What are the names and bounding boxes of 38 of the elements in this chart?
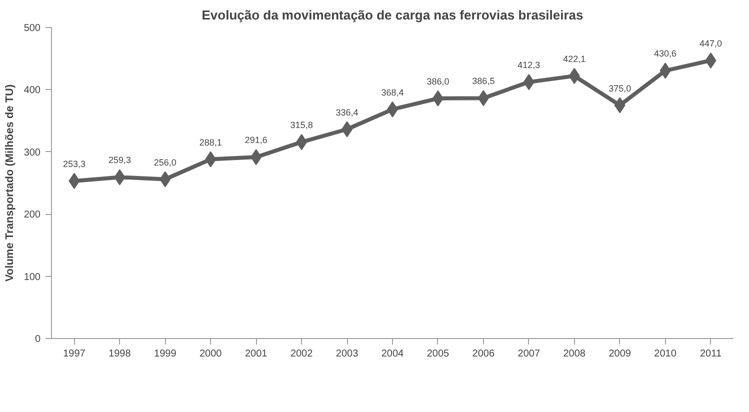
y-tick-label: 300 <box>24 147 41 158</box>
data-label: 412,3 <box>518 60 540 70</box>
x-tick-label: 2008 <box>563 348 586 360</box>
x-tick-label: 2001 <box>244 348 268 360</box>
x-tick-label: 2011 <box>700 348 722 360</box>
x-tick-label: 2010 <box>654 348 677 360</box>
data-label: 336,4 <box>336 107 358 118</box>
y-axis-title: Volume Transportado (Milhões de TU) <box>4 84 16 282</box>
data-label: 447,0 <box>700 38 722 48</box>
x-tick-label: 2004 <box>381 348 404 360</box>
x-tick-label: 2005 <box>426 348 450 360</box>
x-tick-label: 1997 <box>63 348 86 360</box>
data-label: 386,5 <box>472 76 495 86</box>
x-tick-label: 2009 <box>608 348 632 360</box>
data-label: 253,3 <box>62 158 86 169</box>
y-tick-label: 200 <box>24 210 41 221</box>
data-label: 288,1 <box>199 137 222 148</box>
x-tick-label: 2002 <box>290 348 314 360</box>
y-tick-label: 100 <box>24 272 41 283</box>
data-label: 422,1 <box>563 54 586 64</box>
data-label: 259,3 <box>108 155 131 166</box>
x-tick-label: 1998 <box>108 348 132 360</box>
data-label: 375,0 <box>608 83 632 94</box>
y-tick-label: 0 <box>34 334 41 345</box>
data-label: 315,8 <box>290 120 313 130</box>
x-tick-label: 1999 <box>154 348 177 360</box>
y-tick-label: 500 <box>24 23 41 34</box>
data-label: 430,6 <box>654 48 677 59</box>
x-tick-label: 2007 <box>518 348 540 360</box>
data-label: 256,0 <box>154 157 176 168</box>
x-tick-label: 2000 <box>200 348 222 360</box>
x-tick-label: 2006 <box>472 348 495 360</box>
y-tick-label: 400 <box>24 85 41 96</box>
data-label: 291,6 <box>244 135 268 146</box>
chart-title: Evolução da movimentação de carga nas ferrovias brasileiras <box>202 8 584 22</box>
x-tick-label: 2003 <box>336 348 359 360</box>
data-label: 386,0 <box>426 76 450 86</box>
data-label: 368,4 <box>381 87 404 98</box>
